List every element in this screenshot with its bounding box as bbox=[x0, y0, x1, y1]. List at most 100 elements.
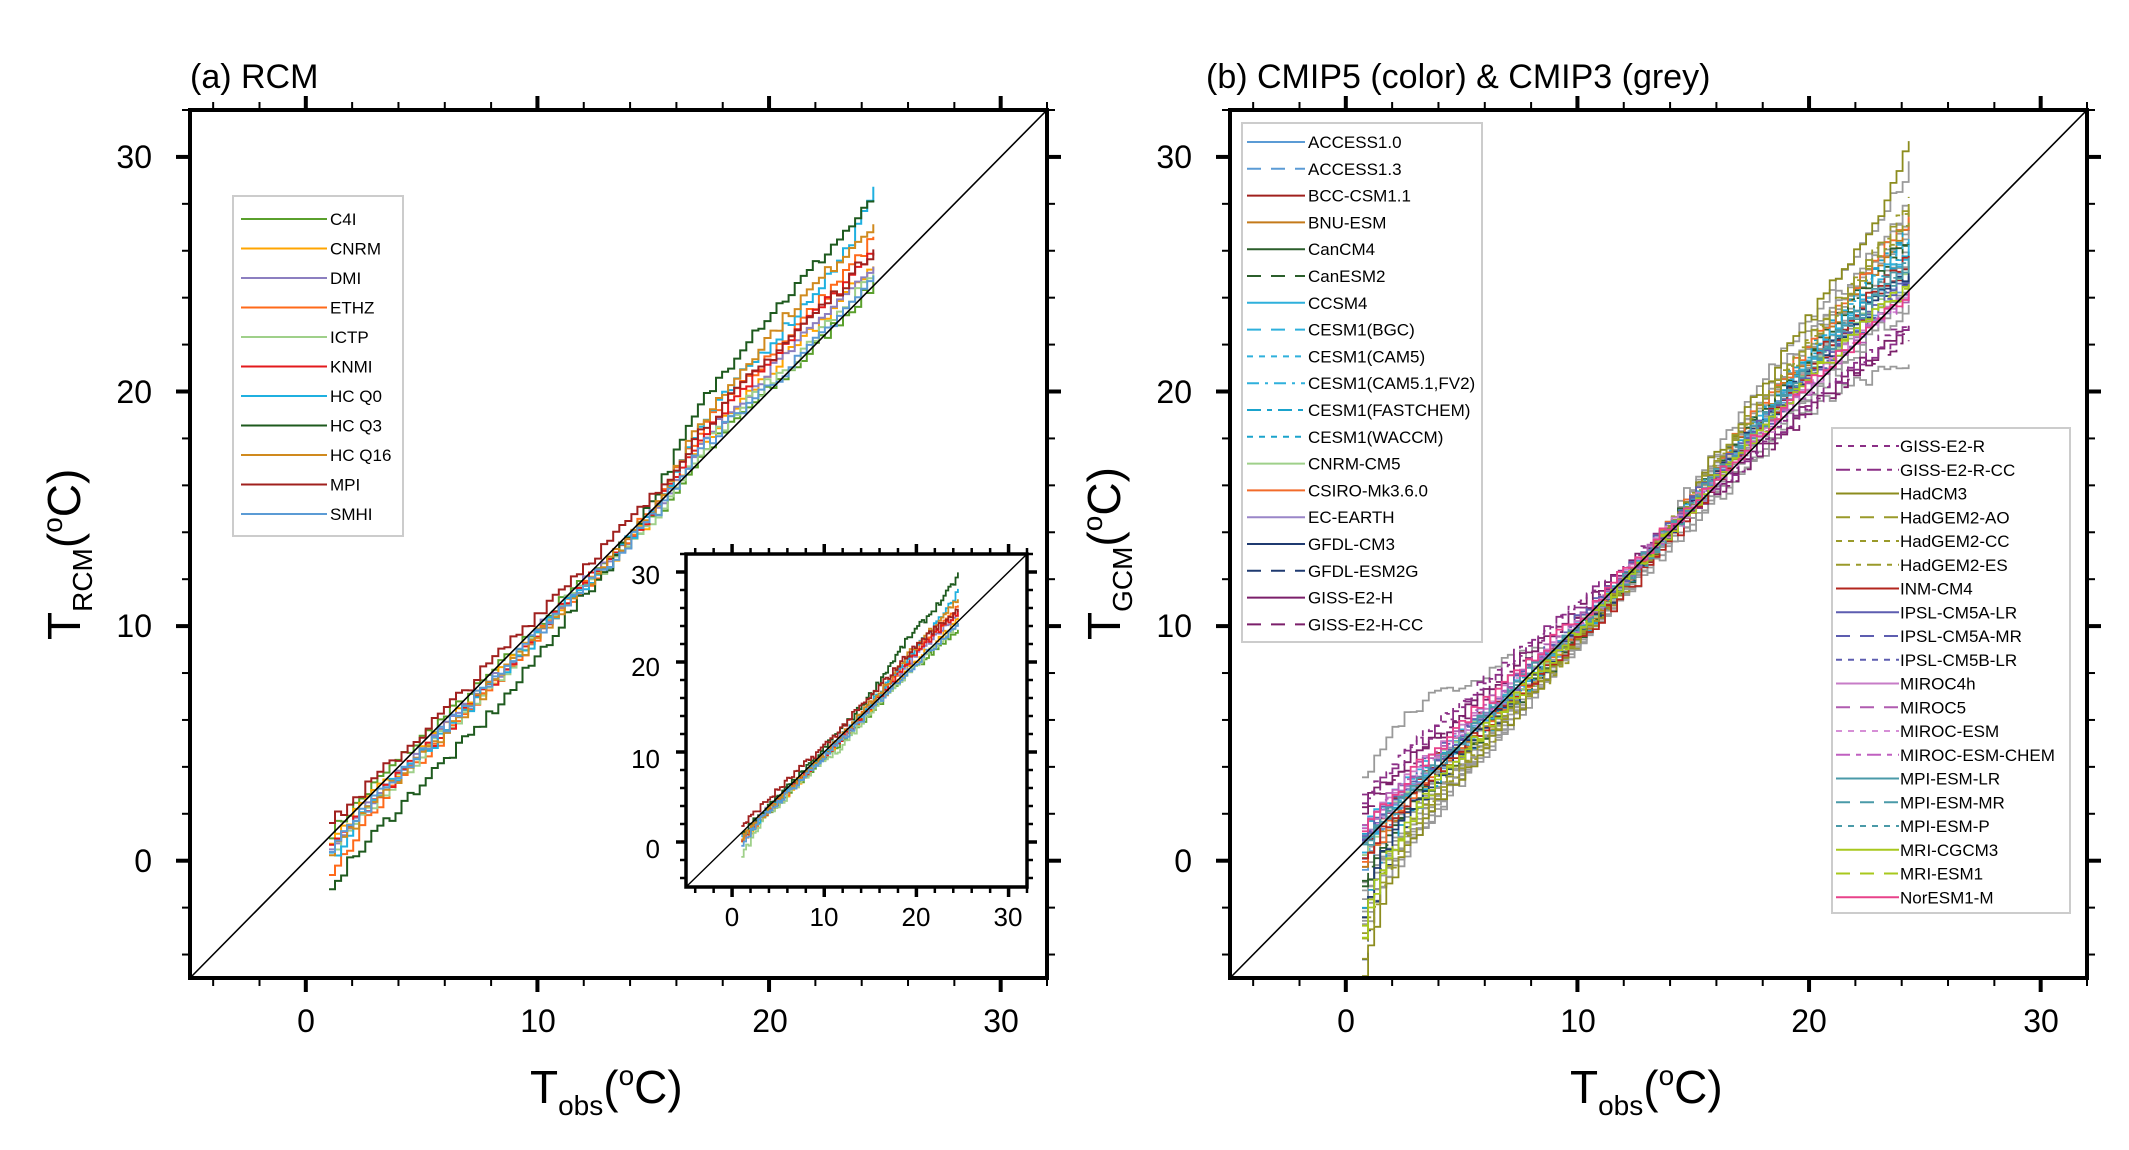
panel-a-rcm: (a) RCM 0 10 20 30 0 10 20 30 Tobs(oC) T… bbox=[37, 58, 1061, 1121]
legend-label: ACCESS1.0 bbox=[1308, 133, 1402, 152]
legend-item: MPI-ESM-MR bbox=[1836, 793, 2005, 812]
legend-label: ACCESS1.3 bbox=[1308, 160, 1402, 179]
tick-label: 0 bbox=[134, 843, 152, 879]
tick-label: 20 bbox=[116, 374, 152, 410]
legend-label: ETHZ bbox=[330, 299, 374, 318]
plot-frame bbox=[188, 108, 1049, 980]
legend-item: HadCM3 bbox=[1836, 485, 1967, 504]
legend-item: GISS-E2-H bbox=[1247, 589, 1393, 608]
legend-label: MPI bbox=[330, 476, 360, 495]
legend-item: ACCESS1.3 bbox=[1247, 160, 1402, 179]
legend-label: SMHI bbox=[330, 505, 373, 524]
tick-label: 10 bbox=[116, 608, 152, 644]
legend-label: GFDL-CM3 bbox=[1308, 535, 1395, 554]
panel-b-legend-lower-right: GISS-E2-R GISS-E2-R-CC HadCM3 HadGEM2-AO Had… bbox=[1831, 427, 2071, 914]
inset-series-line-mpi bbox=[741, 608, 959, 827]
legend-label: GISS-E2-H bbox=[1308, 589, 1393, 608]
tick-label: 10 bbox=[1156, 608, 1192, 644]
legend-label: KNMI bbox=[330, 358, 373, 377]
tick-label: 10 bbox=[1560, 1003, 1596, 1039]
legend-item: CNRM-CM5 bbox=[1247, 455, 1401, 474]
legend-item: CESM1(CAM5.1,FV2) bbox=[1247, 374, 1475, 393]
legend-label: MIROC-ESM-CHEM bbox=[1900, 746, 2055, 765]
legend-item: BCC-CSM1.1 bbox=[1247, 187, 1411, 206]
legend-item: MPI-ESM-P bbox=[1836, 817, 1990, 836]
legend-label: CSIRO-Mk3.6.0 bbox=[1308, 481, 1428, 500]
legend-label: C4I bbox=[330, 210, 356, 229]
legend-item: CESM1(WACCM) bbox=[1247, 428, 1443, 447]
one-to-one-line bbox=[685, 553, 1028, 888]
panel-a-y-axis-label: TRCM(oC) bbox=[37, 469, 98, 640]
inset-axes bbox=[676, 544, 1037, 897]
tick-label: 20 bbox=[1791, 1003, 1827, 1039]
legend-label: MIROC-ESM bbox=[1900, 722, 1999, 741]
legend-item: BNU-ESM bbox=[1247, 213, 1386, 232]
legend-label: MIROC4h bbox=[1900, 675, 1976, 694]
legend-label: CNRM bbox=[330, 240, 381, 259]
tick-label: 10 bbox=[810, 902, 839, 932]
legend-item: CanCM4 bbox=[1247, 240, 1375, 259]
panel-a-x-axis-label: Tobs(oC) bbox=[530, 1060, 683, 1121]
tick-label: 20 bbox=[1156, 374, 1192, 410]
tick-label: 0 bbox=[297, 1003, 315, 1039]
panel-a-legend: C4I CNRM DMI ETHZ ICTP KNMI HC Q0 HC Q3 HC Q16 MP… bbox=[232, 195, 404, 537]
series-line-inm-cm4 bbox=[1362, 255, 1910, 860]
tick-label: 0 bbox=[646, 834, 660, 864]
legend-label: HadCM3 bbox=[1900, 485, 1967, 504]
panel-b-cmip5-traces bbox=[1362, 141, 1910, 977]
legend-item: INM-CM4 bbox=[1836, 580, 1973, 599]
series-line-noresm1-m bbox=[1362, 289, 1910, 833]
legend-item: C4I bbox=[241, 210, 356, 229]
tick-label: 30 bbox=[116, 139, 152, 175]
legend-item: CNRM bbox=[241, 240, 381, 259]
legend-item: EC-EARTH bbox=[1247, 508, 1395, 527]
tick-label: 10 bbox=[520, 1003, 556, 1039]
legend-label: EC-EARTH bbox=[1308, 508, 1395, 527]
panel-b-x-axis-label: Tobs(oC) bbox=[1570, 1060, 1723, 1121]
legend-label: HadGEM2-AO bbox=[1900, 508, 2010, 527]
plot-frame bbox=[1228, 108, 2089, 980]
legend-item: CESM1(BGC) bbox=[1247, 321, 1415, 340]
legend-label: MPI-ESM-P bbox=[1900, 817, 1990, 836]
legend-item: HadGEM2-AO bbox=[1836, 508, 2010, 527]
legend-label: GISS-E2-R bbox=[1900, 437, 1985, 456]
legend-label: MIROC5 bbox=[1900, 698, 1966, 717]
legend-item: IPSL-CM5B-LR bbox=[1836, 651, 2017, 670]
legend-label: BCC-CSM1.1 bbox=[1308, 187, 1411, 206]
legend-label: GISS-E2-R-CC bbox=[1900, 461, 2015, 480]
legend-item: CSIRO-Mk3.6.0 bbox=[1247, 481, 1428, 500]
legend-label: IPSL-CM5A-LR bbox=[1900, 603, 2017, 622]
legend-item: MIROC-ESM bbox=[1836, 722, 1999, 741]
legend-label: MPI-ESM-MR bbox=[1900, 793, 2005, 812]
legend-item: HC Q16 bbox=[241, 446, 391, 465]
tick-label: 0 bbox=[725, 902, 739, 932]
legend-item: MRI-ESM1 bbox=[1836, 865, 1983, 884]
legend-item: MPI-ESM-LR bbox=[1836, 770, 2000, 789]
series-line-mpi bbox=[329, 249, 875, 824]
legend-label: CESM1(CAM5) bbox=[1308, 347, 1425, 366]
legend-label: CNRM-CM5 bbox=[1308, 455, 1401, 474]
panel-b-y-axis-label: TGCM(oC) bbox=[1077, 467, 1138, 640]
legend-item: CESM1(CAM5) bbox=[1247, 347, 1425, 366]
tick-label: 30 bbox=[983, 1003, 1019, 1039]
legend-label: MRI-CGCM3 bbox=[1900, 841, 1998, 860]
legend-item: IPSL-CM5A-MR bbox=[1836, 627, 2022, 646]
legend-item: HC Q3 bbox=[241, 417, 382, 436]
legend-label: CESM1(WACCM) bbox=[1308, 428, 1443, 447]
tick-label: 30 bbox=[2023, 1003, 2059, 1039]
legend-label: CESM1(CAM5.1,FV2) bbox=[1308, 374, 1475, 393]
panel-a-inset: 0 10 20 30 0 10 20 30 bbox=[631, 544, 1037, 932]
panel-a-title: (a) RCM bbox=[190, 58, 318, 96]
legend-label: CanCM4 bbox=[1308, 240, 1375, 259]
legend-item: ACCESS1.0 bbox=[1247, 133, 1402, 152]
legend-label: ICTP bbox=[330, 328, 369, 347]
panel-a-x-tick-labels: 0 10 20 30 bbox=[297, 1003, 1019, 1039]
legend-label: GISS-E2-H-CC bbox=[1308, 615, 1423, 634]
tick-label: 20 bbox=[631, 652, 660, 682]
legend-item: SMHI bbox=[241, 505, 373, 524]
panel-a-y-tick-labels: 0 10 20 30 bbox=[116, 139, 152, 879]
legend-item: GISS-E2-R bbox=[1836, 437, 1985, 456]
legend-label: CESM1(FASTCHEM) bbox=[1308, 401, 1470, 420]
legend-item: KNMI bbox=[241, 358, 373, 377]
legend-label: BNU-ESM bbox=[1308, 213, 1386, 232]
